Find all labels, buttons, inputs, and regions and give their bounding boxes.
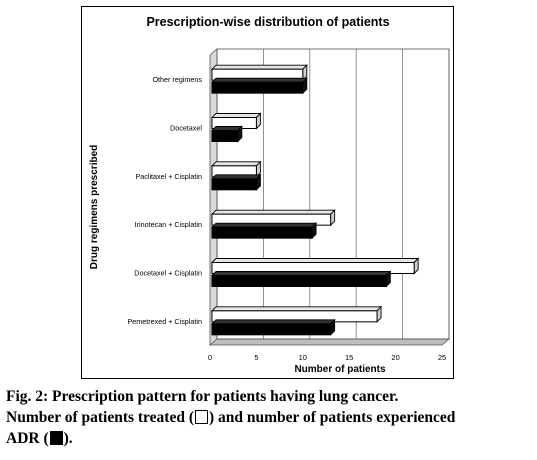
category-label: Paclitaxel + Cisplatin bbox=[135, 172, 202, 181]
y-axis-label: Drug regimens prescribed bbox=[89, 145, 100, 269]
caption-line-3: ADR (). bbox=[6, 430, 73, 447]
bar-treated-top bbox=[210, 161, 262, 167]
bar-treated-top bbox=[210, 306, 383, 312]
caption-line-1: Fig. 2: Prescription pattern for patient… bbox=[6, 388, 399, 405]
bar-treated-top bbox=[210, 64, 308, 70]
legend-adr-swatch bbox=[49, 431, 63, 445]
bar-adr bbox=[211, 275, 387, 287]
category-label: Pemetrexed + Cisplatin bbox=[127, 317, 202, 326]
chart-frame: 0 5 10 15 20 25 Other regimens Docetaxel Paclita… bbox=[81, 6, 454, 379]
bar-treated-top bbox=[210, 113, 262, 118]
bar-treated-top bbox=[210, 209, 336, 215]
x-tick-label: 0 bbox=[208, 353, 212, 362]
caption-line-2: Number of patients treated () and number… bbox=[6, 409, 456, 426]
category-label: Docetaxel bbox=[170, 124, 202, 133]
bar-adr bbox=[211, 323, 332, 336]
x-tick-label: 15 bbox=[345, 353, 353, 362]
legend-treated-swatch bbox=[194, 410, 208, 424]
x-tick-label: 20 bbox=[391, 353, 399, 362]
bar-adr-top bbox=[210, 222, 318, 228]
category-label: Irinotecan + Cisplatin bbox=[135, 220, 202, 229]
category-label: Other regimens bbox=[152, 75, 202, 84]
figure-caption: Fig. 2: Prescription pattern for patient… bbox=[6, 386, 534, 449]
bar-adr bbox=[211, 178, 257, 191]
x-tick-label: 10 bbox=[299, 353, 307, 362]
back-wall bbox=[216, 48, 450, 340]
x-tick-label: 25 bbox=[438, 353, 446, 362]
bar-adr-top bbox=[210, 77, 308, 83]
x-tick-label: 5 bbox=[254, 353, 258, 362]
bar-adr bbox=[211, 130, 239, 142]
x-axis-label: Number of patients bbox=[294, 364, 386, 375]
floor bbox=[208, 338, 451, 346]
bar-adr-top bbox=[210, 174, 262, 180]
bar-adr-top bbox=[210, 271, 392, 276]
bar-adr bbox=[211, 226, 313, 239]
chart-title: Prescription-wise distribution of patien… bbox=[146, 15, 389, 29]
category-label: Docetaxel + Cisplatin bbox=[134, 269, 202, 278]
bar-treated-top bbox=[210, 258, 420, 263]
bar-adr-top bbox=[210, 126, 243, 131]
bar-adr-top bbox=[210, 319, 336, 325]
bar-adr bbox=[211, 81, 304, 94]
bar-chart: 0 5 10 15 20 25 Other regimens Docetaxel Paclita… bbox=[89, 15, 451, 375]
